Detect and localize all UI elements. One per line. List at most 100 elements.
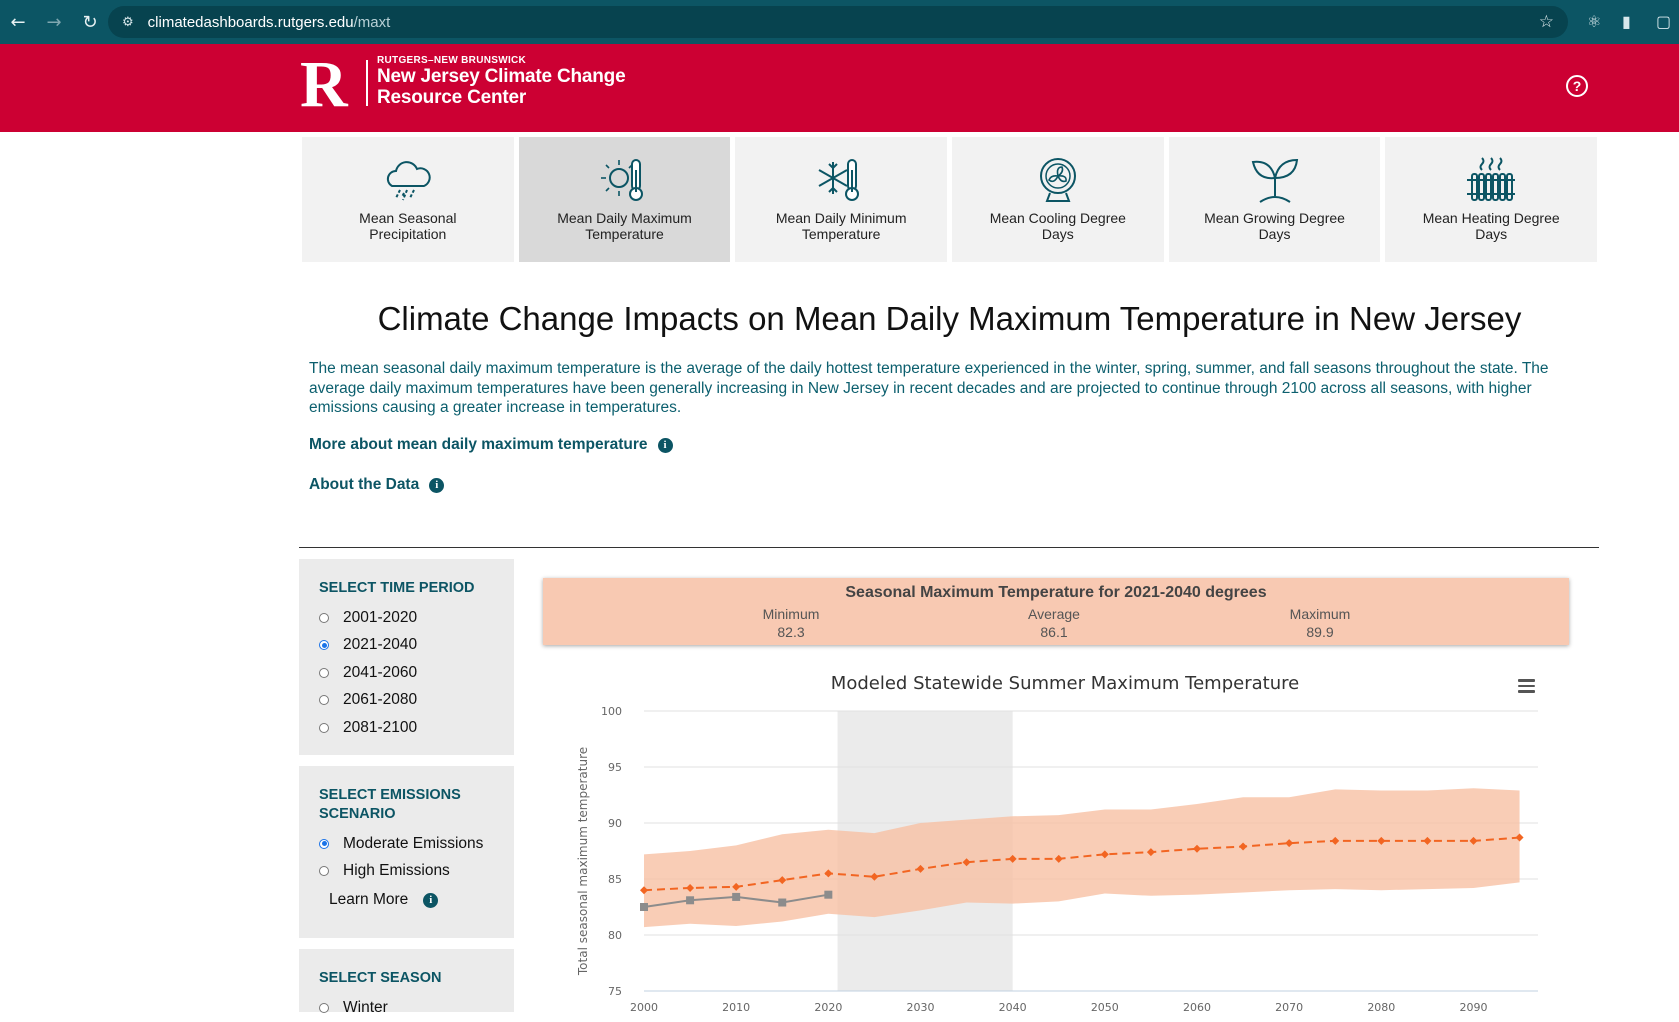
modeled-point [1285,839,1294,848]
radio-label: 2061-2080 [343,691,418,709]
radio-button[interactable] [319,838,329,849]
stat-average: Average 86.1 [984,605,1124,641]
tile-cooling-degree-days[interactable]: Mean Cooling Degree Days [952,137,1164,262]
modeled-point [1423,836,1432,845]
radio-button[interactable] [319,640,329,651]
info-icon[interactable]: i [657,437,673,453]
site-name[interactable]: RUTGERS–NEW BRUNSWICK New Jersey Climate… [377,55,626,108]
tile-label: Mean Daily Minimum Temperature [775,210,907,242]
tile-max-temperature[interactable]: Mean Daily Maximum Temperature [518,137,731,262]
radio-moderate-emissions[interactable]: Moderate Emissions [319,830,494,858]
stat-label: Average [1028,606,1080,622]
modeled-point [1239,842,1248,851]
tile-label: Mean Cooling Degree Days [989,210,1126,242]
modeled-point [1377,836,1386,845]
org-small: RUTGERS–NEW BRUNSWICK [377,55,527,66]
observed-point [778,898,787,907]
model-range-band [644,788,1520,928]
chart-menu-icon[interactable] [1518,679,1535,696]
tile-heating-degree-days[interactable]: Mean Heating Degree Days [1385,137,1598,262]
radio-button[interactable] [319,695,329,706]
extension-icon[interactable]: ⚛ [1587,12,1602,31]
modeled-point [778,876,787,885]
x-tick-label: 2090 [1459,1001,1487,1012]
site-settings-icon[interactable]: ⚙ [122,14,134,30]
observed-point [640,903,648,911]
radio-season-winter[interactable]: Winter [319,994,494,1022]
x-tick-label: 2060 [1183,1001,1211,1012]
time-period-panel: SELECT TIME PERIOD 2001-2020 2021-2040 2… [299,559,514,755]
more-about-label: More about mean daily maximum temperatur… [309,436,648,453]
bookmark-star-icon[interactable]: ☆ [1538,12,1554,32]
tile-label: Mean Daily Maximum Temperature [557,210,692,242]
site-header: R RUTGERS–NEW BRUNSWICK New Jersey Clima… [0,44,1679,132]
emissions-title: SELECT EMISSIONS SCENARIO [319,787,461,822]
modeled-point [640,886,648,895]
extension-icon[interactable]: ▮ [1622,12,1631,31]
modeled-point [962,858,971,867]
season-title: SELECT SEASON [319,970,442,986]
emissions-panel: SELECT EMISSIONS SCENARIO Moderate Emiss… [299,766,514,938]
radio-label: High Emissions [343,862,450,880]
radio-label: 2021-2040 [343,636,418,654]
radio-button[interactable] [319,1002,329,1013]
radio-time-2001-2020[interactable]: 2001-2020 [319,604,494,632]
tile-label: Mean Heating Degree Days [1422,210,1560,242]
url-domain: climatedashboards.rutgers.edu [147,13,354,31]
url-path: /maxt [353,13,391,31]
about-data-label: About the Data [309,476,420,493]
x-tick-label: 2040 [999,1001,1027,1012]
about-data-link[interactable]: About the Data i [309,476,445,494]
address-bar[interactable]: ⚙ climatedashboards.rutgers.edu/maxt ☆ [108,6,1568,38]
observed-point [824,890,833,899]
rutgers-logo[interactable]: R [300,56,358,110]
browser-toolbar: ← → ↻ ⚙ climatedashboards.rutgers.edu/ma… [0,0,1679,44]
tile-precipitation[interactable]: Mean Seasonal Precipitation [302,137,514,262]
modeled-point [1100,850,1109,859]
y-tick-label: 90 [608,817,622,830]
arrow-left-icon[interactable]: ← [10,11,26,33]
stat-value: 82.3 [777,624,805,640]
summary-box: Seasonal Maximum Temperature for 2021-20… [543,578,1569,645]
snowflake-thermometer-icon [818,159,860,201]
svg-text:R: R [300,56,349,110]
radio-time-2081-2100[interactable]: 2081-2100 [319,714,494,742]
radio-button[interactable] [319,667,329,678]
stat-label: Maximum [1289,606,1351,622]
y-tick-label: 85 [608,873,622,886]
radio-time-2041-2060[interactable]: 2041-2060 [319,659,494,687]
y-tick-label: 80 [608,929,622,942]
summary-title: Seasonal Maximum Temperature for 2021-20… [845,584,1267,601]
stat-minimum: Minimum 82.3 [721,605,861,641]
radio-label: 2001-2020 [343,608,418,626]
radio-button[interactable] [319,722,329,733]
fan-icon [1039,158,1076,202]
season-panel: SELECT SEASON Winter [299,949,514,1016]
tile-min-temperature[interactable]: Mean Daily Minimum Temperature [735,137,948,262]
extensions-puzzle-icon[interactable]: ▢ [1656,12,1672,31]
reload-icon[interactable]: ↻ [82,11,98,33]
y-tick-label: 95 [608,761,622,774]
chart-plot: 75 80 85 90 95 100 2000 2010 2020 2030 2040 2050 206… [576,705,1538,1012]
time-period-title: SELECT TIME PERIOD [319,580,475,596]
radio-high-emissions[interactable]: High Emissions [319,858,494,886]
arrow-right-icon[interactable]: → [46,11,62,33]
radio-time-2021-2040[interactable]: 2021-2040 [319,632,494,660]
info-icon[interactable]: i [429,477,445,493]
x-tick-label: 2070 [1275,1001,1303,1012]
x-tick-label: 2050 [1091,1001,1119,1012]
radio-label: 2081-2100 [343,718,418,736]
logo-divider [366,60,368,106]
temperature-chart: Modeled Statewide Summer Maximum Tempera… [560,660,1580,1012]
more-about-link[interactable]: More about mean daily maximum temperatur… [309,436,673,454]
radio-time-2061-2080[interactable]: 2061-2080 [319,687,494,715]
learn-more-label: Learn More [329,891,409,908]
radio-button[interactable] [319,612,329,623]
x-tick-label: 2080 [1367,1001,1395,1012]
page-title: Climate Change Impacts on Mean Daily Max… [377,300,1522,337]
radio-button[interactable] [319,866,329,877]
help-icon[interactable]: ? [1566,75,1588,97]
tile-growing-degree-days[interactable]: Mean Growing Degree Days [1168,137,1381,262]
info-icon[interactable]: i [423,892,439,908]
learn-more-link[interactable]: Learn More i [329,891,494,909]
